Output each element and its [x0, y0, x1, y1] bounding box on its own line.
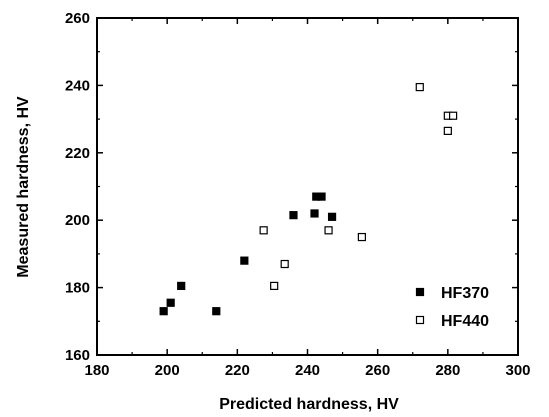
legend-marker-hf440	[415, 315, 425, 325]
y-tick-label-1: 180	[65, 280, 90, 297]
point-hf370-1	[166, 298, 175, 307]
x-tick-label-5: 280	[435, 362, 460, 379]
y-tick-label-5: 260	[65, 10, 90, 27]
legend-label-hf440: HF440	[441, 313, 489, 330]
point-hf370-3	[212, 307, 221, 316]
x-axis-title: Predicted hardness, HV	[219, 396, 399, 413]
x-tick-label-0: 180	[84, 362, 109, 379]
point-hf440-5	[415, 82, 424, 92]
y-tick-label-3: 220	[65, 145, 90, 162]
legend-label-hf370: HF370	[441, 285, 489, 302]
point-hf440-4	[357, 232, 366, 242]
x-tick-label-4: 260	[365, 362, 390, 379]
point-hf370-4	[240, 256, 249, 265]
y-tick-label-0: 160	[65, 347, 90, 364]
point-hf370-2	[177, 281, 186, 291]
point-hf440-8	[443, 126, 452, 135]
x-tick-label-6: 300	[505, 362, 530, 379]
legend-marker-hf370	[415, 287, 425, 297]
x-tick-label-3: 240	[295, 362, 320, 379]
y-tick-label-2: 200	[65, 212, 90, 229]
x-tick-label-2: 220	[225, 362, 250, 379]
point-hf370-8	[317, 192, 326, 201]
point-hf440-7	[448, 111, 458, 120]
point-hf370-6	[310, 209, 319, 218]
point-hf370-9	[327, 212, 337, 221]
y-axis-title: Measured hardness, HV	[15, 96, 32, 278]
point-hf440-1	[270, 281, 279, 291]
y-tick-label-4: 240	[65, 77, 90, 94]
point-hf440-2	[280, 259, 289, 269]
plot-frame	[96, 17, 519, 356]
point-hf370-5	[289, 211, 298, 220]
point-hf440-3	[324, 226, 333, 235]
point-hf370-0	[159, 307, 168, 316]
x-tick-label-1: 200	[155, 362, 180, 379]
point-hf440-0	[259, 226, 268, 235]
